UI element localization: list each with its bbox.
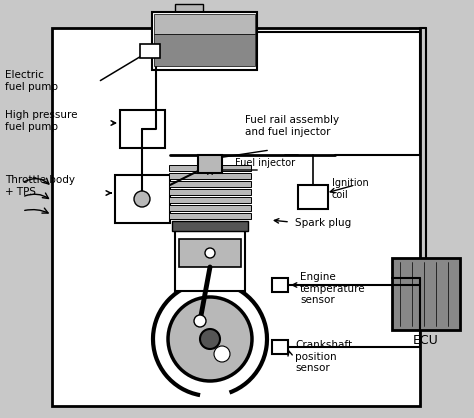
Bar: [272, 278, 288, 292]
Text: Throttle body
+ TPS: Throttle body + TPS: [5, 175, 75, 196]
Text: ECU: ECU: [413, 334, 439, 347]
Bar: [154, 14, 255, 34]
Text: Fuel injector: Fuel injector: [235, 158, 295, 168]
Bar: [115, 175, 170, 223]
Circle shape: [168, 297, 252, 381]
Bar: [169, 197, 251, 203]
Bar: [172, 221, 248, 231]
Bar: [52, 28, 420, 406]
Bar: [154, 34, 255, 66]
Bar: [272, 340, 288, 354]
Bar: [169, 189, 251, 195]
Bar: [169, 205, 251, 211]
Bar: [169, 181, 251, 187]
Bar: [179, 239, 241, 267]
Bar: [298, 185, 328, 209]
Circle shape: [200, 329, 220, 349]
Bar: [169, 165, 251, 171]
Text: Engine
temperature
sensor: Engine temperature sensor: [300, 272, 365, 305]
Bar: [392, 258, 460, 330]
Bar: [198, 155, 222, 173]
Circle shape: [194, 315, 206, 327]
Text: Fuel rail assembly
and fuel injector: Fuel rail assembly and fuel injector: [245, 115, 339, 137]
Text: Electric
fuel pump: Electric fuel pump: [5, 70, 58, 92]
Text: Crankshaft
position
sensor: Crankshaft position sensor: [295, 340, 352, 373]
Bar: [175, 231, 245, 291]
Circle shape: [205, 248, 215, 258]
Bar: [169, 213, 251, 219]
Text: Ignition
coil: Ignition coil: [332, 178, 369, 200]
Circle shape: [214, 346, 230, 362]
Text: High pressure
fuel pump: High pressure fuel pump: [5, 110, 78, 132]
Bar: [120, 110, 165, 148]
Bar: [175, 4, 203, 12]
Text: Spark plug: Spark plug: [295, 218, 351, 228]
Bar: [152, 12, 257, 70]
Bar: [169, 173, 251, 179]
Circle shape: [134, 191, 150, 207]
Bar: [140, 44, 160, 58]
